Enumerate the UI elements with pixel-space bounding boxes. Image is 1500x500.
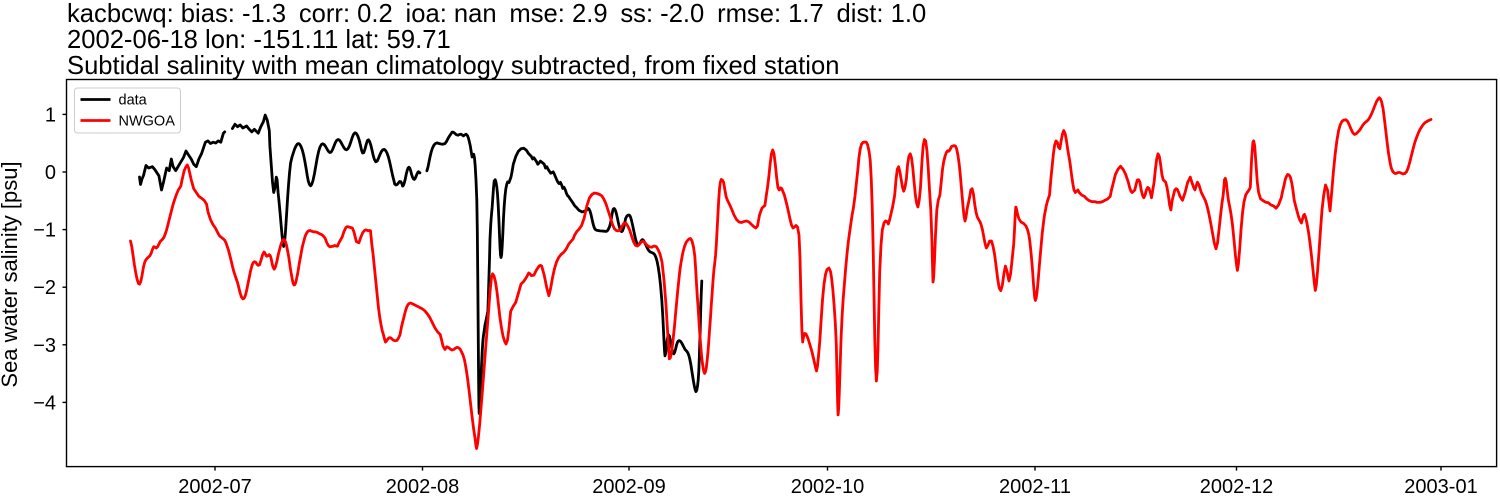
svg-text:data: data xyxy=(119,93,148,109)
svg-text:1: 1 xyxy=(45,104,56,126)
svg-text:0: 0 xyxy=(45,162,56,184)
svg-text:2002-10: 2002-10 xyxy=(791,476,864,498)
svg-text:−1: −1 xyxy=(33,220,56,242)
svg-text:NWGOA: NWGOA xyxy=(119,114,176,130)
svg-text:−2: −2 xyxy=(33,277,56,299)
svg-text:2002-11: 2002-11 xyxy=(999,476,1071,498)
svg-text:2002-07: 2002-07 xyxy=(178,476,251,498)
svg-text:−3: −3 xyxy=(33,335,56,357)
svg-text:2002-09: 2002-09 xyxy=(592,476,665,498)
svg-text:−4: −4 xyxy=(33,392,56,414)
svg-text:Subtidal salinity with mean cl: Subtidal salinity with mean climatology … xyxy=(67,52,839,80)
svg-text:2002-06-18 lon: -151.11 lat: 5: 2002-06-18 lon: -151.11 lat: 59.71 xyxy=(67,26,451,54)
svg-text:2002-08: 2002-08 xyxy=(386,476,459,498)
svg-text:2003-01: 2003-01 xyxy=(1404,476,1477,498)
svg-text:Sea water salinity [psu]: Sea water salinity [psu] xyxy=(0,161,22,387)
svg-text:2002-12: 2002-12 xyxy=(1200,476,1273,498)
svg-text:kacbcwq: bias: -1.3 corr: 0.2: kacbcwq: bias: -1.3 corr: 0.2 ioa: nan m… xyxy=(67,0,926,28)
